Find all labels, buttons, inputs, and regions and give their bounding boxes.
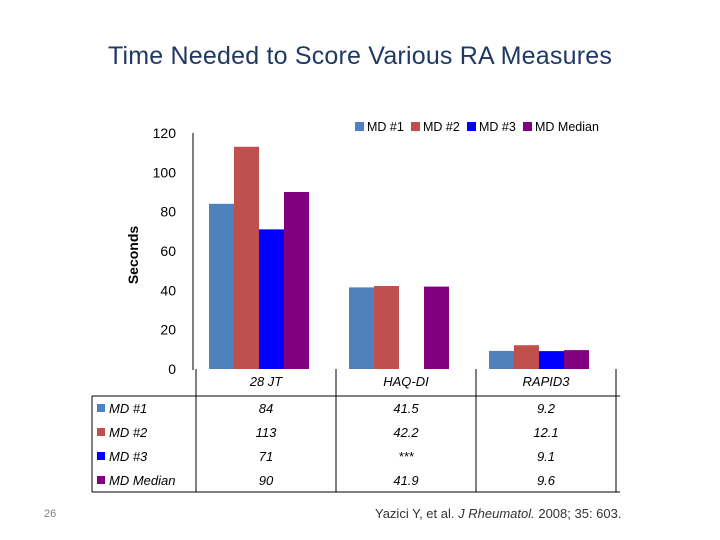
data-label: 9.6 [537,473,556,488]
data-label: 41.9 [393,473,418,488]
y-tick-label: 0 [168,361,176,377]
data-label: 71 [259,449,273,464]
legend-swatch [411,122,420,131]
bar-md-2-28-jt [234,146,259,369]
category-label: 28 JT [249,374,284,389]
row-swatch [97,428,105,436]
data-label: 12.1 [533,425,558,440]
data-label: 90 [259,473,274,488]
bar-md-2-haq-di [374,286,399,369]
data-label: 9.2 [537,401,556,416]
bar-md-median-haq-di [424,286,449,369]
y-tick-label: 40 [160,282,176,298]
data-label: 9.1 [537,449,555,464]
bar-md-3-rapid3 [539,351,564,369]
row-label: MD #1 [109,401,147,416]
citation-details: 2008; 35: 603. [538,506,622,521]
y-tick-label: 100 [153,164,177,180]
citation-authors: Yazici Y, et al. [375,506,455,521]
data-label: 42.2 [393,425,419,440]
legend-swatch [467,122,476,131]
legend-swatch [355,122,364,131]
y-tick-label: 60 [160,243,176,259]
row-swatch [97,476,105,484]
bar-md-1-28-jt [209,203,234,369]
data-label: 41.5 [393,401,419,416]
category-label: HAQ-DI [383,374,429,389]
y-tick-label: 80 [160,204,176,220]
bar-md-1-rapid3 [489,350,514,369]
legend-label: MD #3 [479,120,516,134]
citation: Yazici Y, et al. J Rheumatol. 2008; 35: … [375,506,621,521]
row-label: MD #2 [109,425,148,440]
y-tick-label: 120 [153,125,177,141]
legend-label: MD #2 [423,120,460,134]
row-label: MD #3 [109,449,148,464]
legend-label: MD #1 [367,120,404,134]
data-label: 113 [256,425,277,440]
category-label: RAPID3 [523,374,571,389]
y-tick-label: 20 [160,322,176,338]
bar-md-median-28-jt [284,192,309,369]
citation-journal: J Rheumatol. [458,506,535,521]
y-axis-title: Seconds [125,226,141,285]
legend-swatch [523,122,532,131]
bar-md-2-rapid3 [514,345,539,369]
row-swatch [97,404,105,412]
data-label: 84 [259,401,273,416]
data-label: *** [398,449,414,464]
slide-number: 26 [44,508,57,520]
legend-label: MD Median [535,120,599,134]
row-swatch [97,452,105,460]
slide-title: Time Needed to Score Various RA Measures [107,42,613,70]
bar-md-1-haq-di [349,287,374,369]
bar-md-3-28-jt [259,229,284,369]
row-label: MD Median [109,473,175,488]
bar-md-median-rapid3 [564,350,589,369]
